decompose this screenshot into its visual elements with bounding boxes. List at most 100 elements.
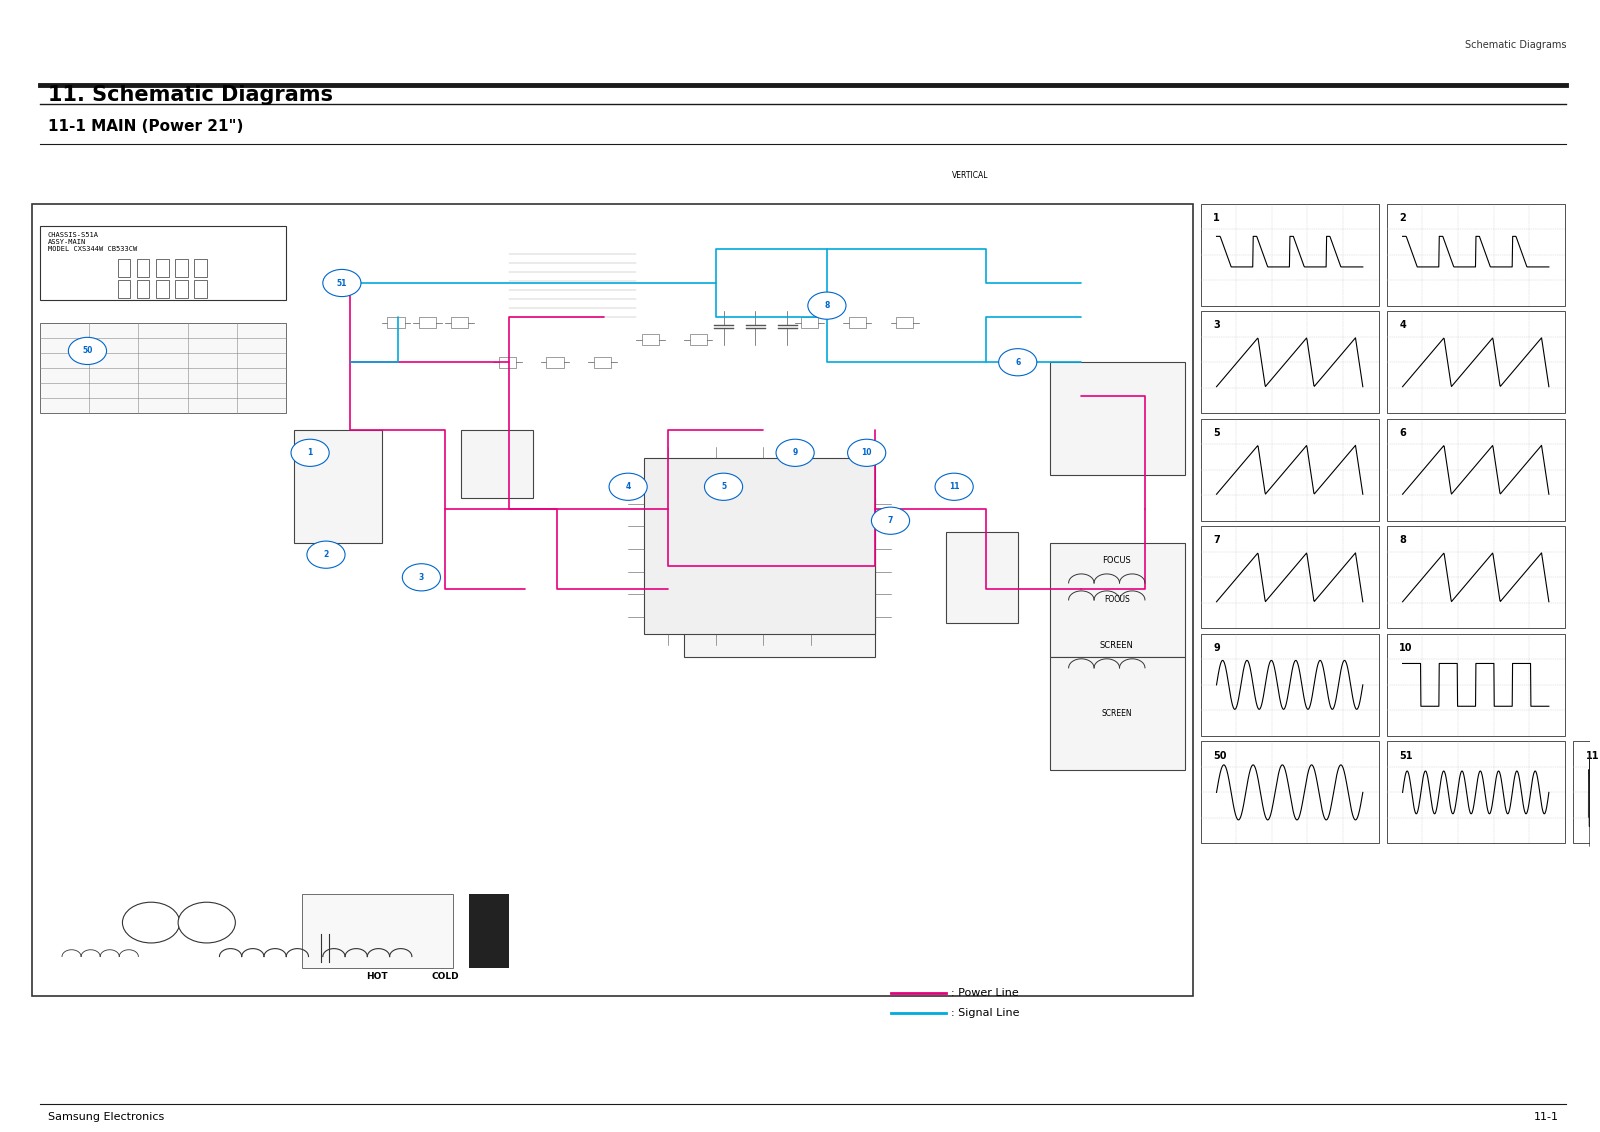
Text: Samsung Electronics: Samsung Electronics — [48, 1112, 163, 1122]
Text: FOCUS: FOCUS — [1102, 556, 1131, 565]
Text: HOT: HOT — [366, 972, 387, 981]
Bar — [302, 894, 453, 968]
Bar — [174, 259, 187, 277]
Circle shape — [323, 269, 362, 297]
Text: 51: 51 — [336, 278, 347, 288]
Text: Schematic Diagrams: Schematic Diagrams — [1466, 40, 1566, 50]
Bar — [594, 357, 611, 368]
Bar — [469, 894, 509, 968]
Text: 51: 51 — [1400, 751, 1413, 761]
Text: CHASSIS-S51A
ASSY-MAIN
MODEL CXS344W CB533CW: CHASSIS-S51A ASSY-MAIN MODEL CXS344W CB5… — [48, 232, 138, 252]
Bar — [1050, 543, 1184, 657]
Bar — [690, 334, 707, 345]
Text: 7: 7 — [888, 516, 893, 525]
Bar — [294, 430, 382, 543]
Bar — [118, 280, 130, 298]
Bar — [1200, 419, 1379, 521]
Bar — [136, 280, 149, 298]
Text: SCREEN: SCREEN — [1102, 709, 1133, 718]
Bar — [387, 317, 405, 328]
Bar — [946, 532, 1018, 623]
Bar — [1387, 311, 1565, 413]
Bar — [546, 357, 563, 368]
Bar — [136, 259, 149, 277]
Bar — [40, 323, 286, 413]
Bar — [194, 259, 206, 277]
Bar — [1573, 741, 1600, 843]
Text: 8: 8 — [824, 301, 830, 310]
Text: 11-1: 11-1 — [1533, 1112, 1558, 1122]
Bar — [1387, 634, 1565, 736]
Circle shape — [704, 473, 742, 500]
Bar — [1050, 657, 1184, 770]
Bar — [461, 430, 533, 498]
Text: 2: 2 — [323, 550, 328, 559]
Circle shape — [776, 439, 814, 466]
Circle shape — [934, 473, 973, 500]
Bar — [1200, 634, 1379, 736]
Bar — [642, 334, 659, 345]
Bar — [118, 259, 130, 277]
Bar — [645, 458, 875, 634]
Bar — [848, 317, 866, 328]
Bar — [802, 317, 818, 328]
Bar — [683, 498, 875, 657]
Text: 8: 8 — [1400, 535, 1406, 546]
Text: COLD: COLD — [432, 972, 459, 981]
Bar — [1387, 741, 1565, 843]
Text: VERTICAL: VERTICAL — [952, 171, 989, 180]
Circle shape — [291, 439, 330, 466]
Bar — [1387, 526, 1565, 628]
Bar — [896, 317, 914, 328]
Text: 4: 4 — [626, 482, 630, 491]
Text: 10: 10 — [861, 448, 872, 457]
Text: 3: 3 — [419, 573, 424, 582]
Bar — [1387, 204, 1565, 306]
Bar — [1387, 419, 1565, 521]
Text: 11. Schematic Diagrams: 11. Schematic Diagrams — [48, 85, 333, 104]
Circle shape — [872, 507, 910, 534]
Bar — [499, 357, 515, 368]
Bar — [155, 259, 168, 277]
Text: 11: 11 — [1586, 751, 1598, 761]
Circle shape — [610, 473, 648, 500]
Circle shape — [808, 292, 846, 319]
Circle shape — [307, 541, 346, 568]
Text: 9: 9 — [792, 448, 798, 457]
Text: 7: 7 — [1213, 535, 1221, 546]
Circle shape — [998, 349, 1037, 376]
Bar — [40, 226, 286, 300]
Bar — [32, 204, 1192, 996]
Bar — [451, 317, 469, 328]
Bar — [1200, 311, 1379, 413]
Text: 4: 4 — [1400, 320, 1406, 331]
Text: FOCUS: FOCUS — [1104, 595, 1130, 604]
Bar — [1200, 526, 1379, 628]
Bar — [155, 280, 168, 298]
Circle shape — [123, 902, 179, 943]
Text: 50: 50 — [1213, 751, 1227, 761]
Text: 10: 10 — [1400, 643, 1413, 653]
Text: 11-1 MAIN (Power 21"): 11-1 MAIN (Power 21") — [48, 119, 243, 134]
Text: 11: 11 — [949, 482, 960, 491]
Text: 1: 1 — [1213, 213, 1221, 223]
Bar — [174, 280, 187, 298]
Text: 1: 1 — [307, 448, 312, 457]
Circle shape — [402, 564, 440, 591]
Bar — [419, 317, 437, 328]
Text: 6: 6 — [1014, 358, 1021, 367]
Circle shape — [848, 439, 886, 466]
Text: 2: 2 — [1400, 213, 1406, 223]
Bar — [194, 280, 206, 298]
Text: 5: 5 — [1213, 428, 1221, 438]
Bar — [1050, 362, 1184, 475]
Text: 9: 9 — [1213, 643, 1221, 653]
Text: 5: 5 — [722, 482, 726, 491]
Bar — [1200, 741, 1379, 843]
Circle shape — [178, 902, 235, 943]
Text: : Power Line: : Power Line — [950, 988, 1019, 997]
Text: 6: 6 — [1400, 428, 1406, 438]
Text: SCREEN: SCREEN — [1099, 641, 1133, 650]
Circle shape — [69, 337, 107, 365]
Text: 50: 50 — [82, 346, 93, 355]
